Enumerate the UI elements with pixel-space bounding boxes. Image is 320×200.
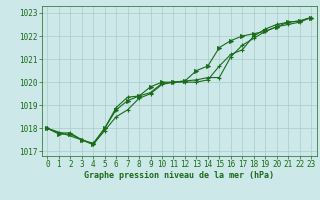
X-axis label: Graphe pression niveau de la mer (hPa): Graphe pression niveau de la mer (hPa) (84, 171, 274, 180)
